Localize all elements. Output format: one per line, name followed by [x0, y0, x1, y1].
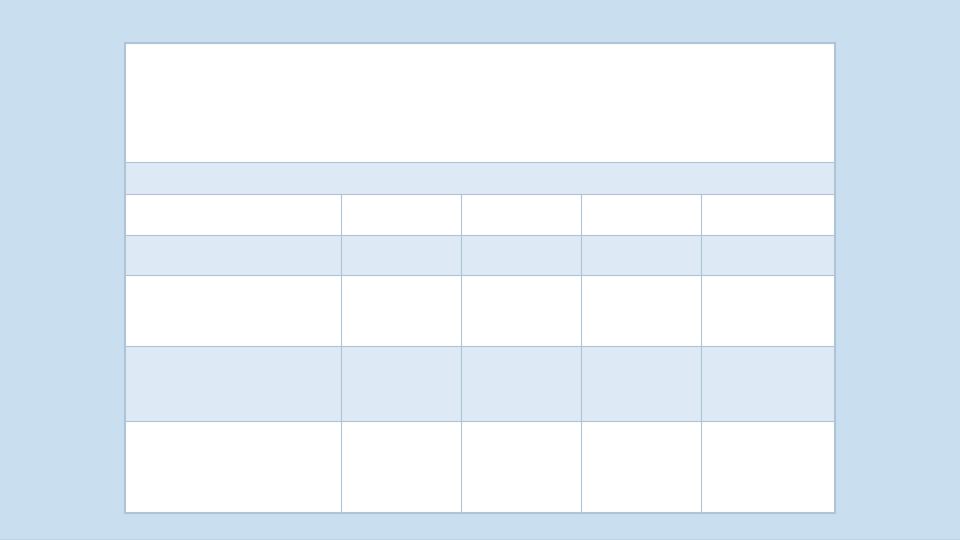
Text: Bachelor Degree or
Higher: Bachelor Degree or Higher — [162, 367, 303, 400]
Text: 33.3: 33.3 — [625, 376, 657, 391]
Text: %: % — [634, 248, 648, 262]
Text: 203,432: 203,432 — [371, 460, 431, 475]
Text: Total 25+ Years: Total 25+ Years — [177, 460, 289, 475]
Text: %: % — [514, 248, 528, 262]
Text: #: # — [395, 248, 407, 262]
Text: 7.9: 7.9 — [509, 281, 533, 296]
Text: Educational Attainment in Population 25+ Years of Age, Albany County,: Educational Attainment in Population 25+… — [156, 76, 804, 91]
Text: NYS: NYS — [754, 207, 782, 222]
Text: 8.8: 8.8 — [629, 281, 653, 296]
Text: %: % — [761, 248, 775, 262]
Text: < High School: < High School — [180, 298, 285, 313]
Text: 78,932: 78,932 — [375, 376, 426, 391]
Text: 33.2: 33.2 — [752, 376, 784, 391]
Text: 14.8: 14.8 — [752, 281, 784, 296]
Text: 16,071: 16,071 — [375, 281, 426, 296]
Text: Education: Education — [192, 248, 274, 262]
Text: Capital Region: Capital Region — [588, 207, 694, 222]
Text: Capital Region, and New York State, ACS 2009-2013: Capital Region, and New York State, ACS … — [245, 103, 715, 118]
Text: 38.8: 38.8 — [505, 376, 537, 391]
Text: Albany County: Albany County — [407, 207, 515, 222]
Text: Educational Attainment in Population 25+ Years of Age, Albany County,: Educational Attainment in Population 25+… — [156, 84, 804, 99]
Text: Capital Region, and New York State, ACS 2009-2013: Capital Region, and New York State, ACS … — [245, 117, 715, 132]
